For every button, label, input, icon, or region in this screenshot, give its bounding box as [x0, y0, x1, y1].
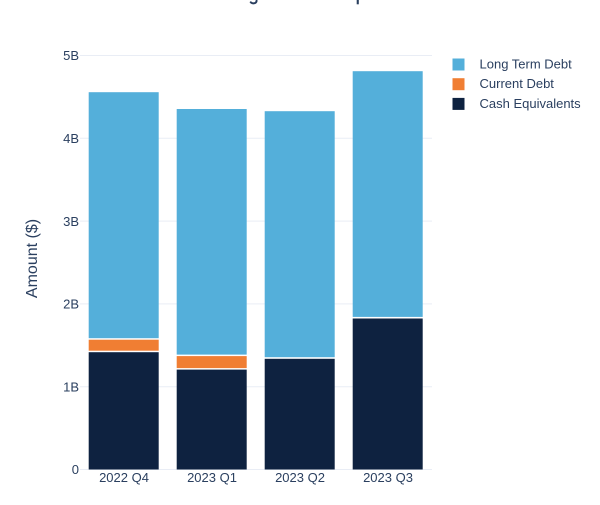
svg-text:2022 Q4: 2022 Q4	[99, 470, 149, 485]
svg-text:Long Term Debt: Long Term Debt	[480, 56, 573, 71]
svg-text:5B: 5B	[63, 48, 79, 63]
svg-text:2023 Q2: 2023 Q2	[275, 470, 325, 485]
svg-text:2023 Q3: 2023 Q3	[363, 470, 413, 485]
svg-text:3B: 3B	[63, 214, 79, 229]
svg-text:Cash Equivalents: Cash Equivalents	[480, 96, 582, 111]
svg-text:4B: 4B	[63, 131, 79, 146]
svg-text:Amount ($): Amount ($)	[24, 219, 41, 298]
svg-text:2B: 2B	[63, 297, 79, 312]
svg-text:2023 Q1: 2023 Q1	[187, 470, 237, 485]
svg-text:0: 0	[72, 462, 79, 477]
svg-text:1B: 1B	[63, 379, 79, 394]
svg-text:Current Debt: Current Debt	[480, 76, 555, 91]
